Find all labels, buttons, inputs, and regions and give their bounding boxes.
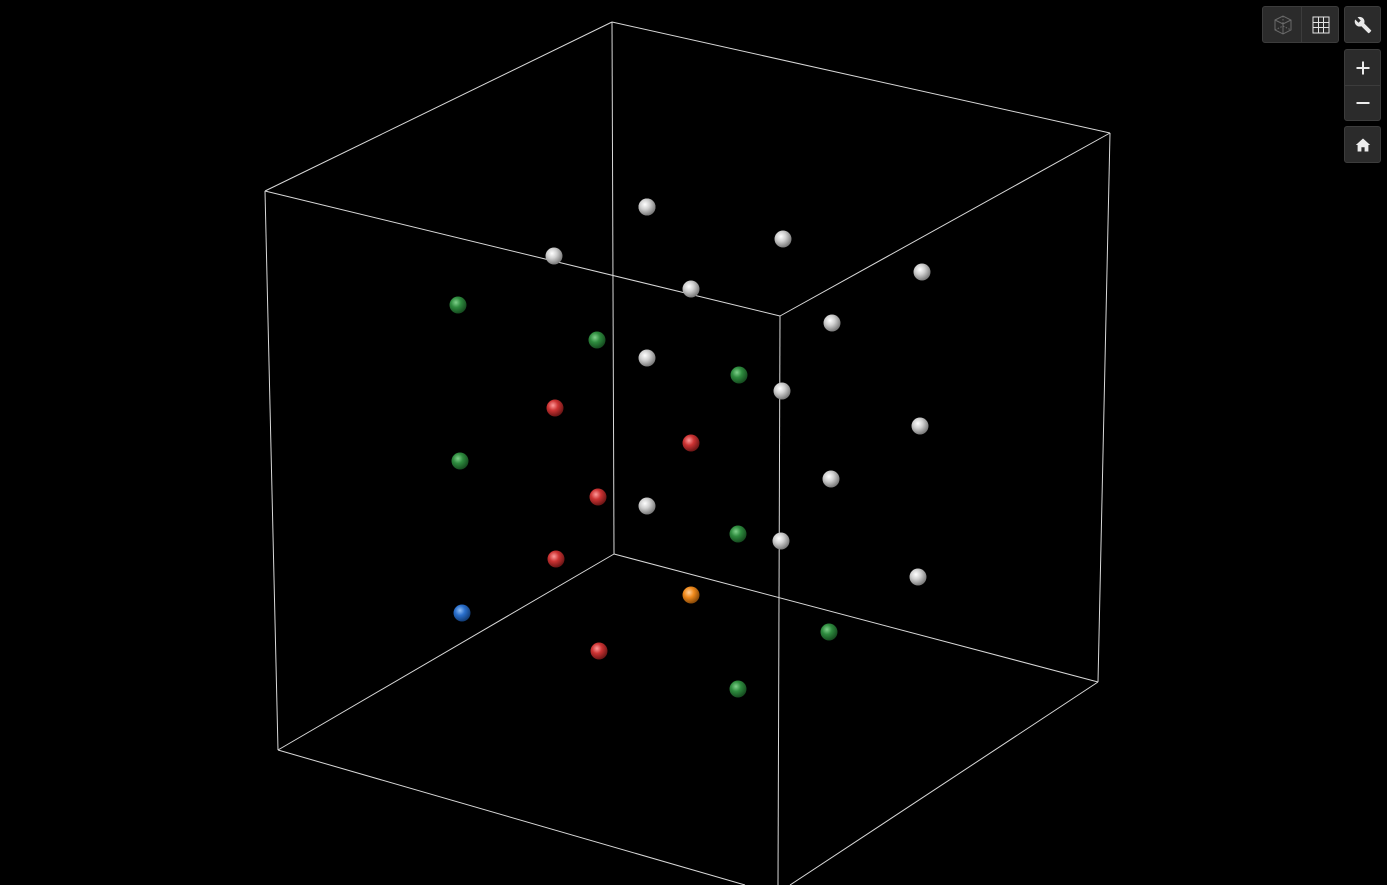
- sphere-blue[interactable]: [453, 604, 471, 622]
- view-mode-toggle: [1262, 6, 1339, 43]
- sphere-gray[interactable]: [682, 280, 700, 298]
- settings-button[interactable]: [1345, 8, 1380, 42]
- box-edge: [264, 21, 613, 192]
- settings-group: [1344, 6, 1381, 43]
- grid-icon: [1311, 15, 1331, 35]
- perspective-view-button[interactable]: [1264, 8, 1301, 42]
- sphere-green[interactable]: [729, 525, 747, 543]
- sphere-red[interactable]: [546, 399, 564, 417]
- sphere-gray[interactable]: [773, 382, 791, 400]
- plus-icon: [1356, 61, 1370, 75]
- zoom-in-button[interactable]: [1345, 51, 1380, 85]
- sphere-green[interactable]: [730, 366, 748, 384]
- sphere-green[interactable]: [820, 623, 838, 641]
- sphere-gray[interactable]: [913, 263, 931, 281]
- sphere-gray[interactable]: [822, 470, 840, 488]
- zoom-out-button[interactable]: [1345, 86, 1380, 120]
- sphere-gray[interactable]: [823, 314, 841, 332]
- wrench-icon: [1354, 16, 1372, 34]
- box-edge: [277, 749, 746, 885]
- sphere-red[interactable]: [547, 550, 565, 568]
- sphere-gray[interactable]: [638, 497, 656, 515]
- box-edge: [264, 190, 279, 751]
- home-icon: [1355, 137, 1371, 153]
- sphere-green[interactable]: [729, 680, 747, 698]
- box-edge: [1097, 132, 1111, 683]
- sphere-gray[interactable]: [774, 230, 792, 248]
- sphere-green[interactable]: [588, 331, 606, 349]
- box-edge: [613, 553, 1099, 683]
- sphere-red[interactable]: [682, 434, 700, 452]
- box-edge: [611, 21, 1111, 134]
- sphere-orange[interactable]: [682, 586, 700, 604]
- bounding-box-wireframe: [264, 21, 1111, 885]
- sphere-gray[interactable]: [638, 349, 656, 367]
- sphere-gray[interactable]: [909, 568, 927, 586]
- box-edge: [611, 21, 615, 555]
- box-edge: [277, 553, 615, 751]
- box-edge: [779, 132, 1111, 317]
- sphere-green[interactable]: [451, 452, 469, 470]
- sphere-gray[interactable]: [911, 417, 929, 435]
- sphere-green[interactable]: [449, 296, 467, 314]
- sphere-gray[interactable]: [545, 247, 563, 265]
- grid-view-button[interactable]: [1302, 8, 1339, 42]
- wireframe-cube-icon: [1271, 13, 1295, 37]
- zoom-controls: [1344, 49, 1381, 121]
- sphere-layer: [449, 198, 931, 698]
- box-edge: [777, 315, 781, 885]
- box-edge: [264, 190, 781, 317]
- minus-icon: [1356, 96, 1370, 110]
- home-group: [1344, 126, 1381, 163]
- home-button[interactable]: [1345, 128, 1380, 162]
- sphere-red[interactable]: [590, 642, 608, 660]
- sphere-red[interactable]: [589, 488, 607, 506]
- sphere-gray[interactable]: [772, 532, 790, 550]
- box-edge: [789, 681, 1099, 885]
- sphere-gray[interactable]: [638, 198, 656, 216]
